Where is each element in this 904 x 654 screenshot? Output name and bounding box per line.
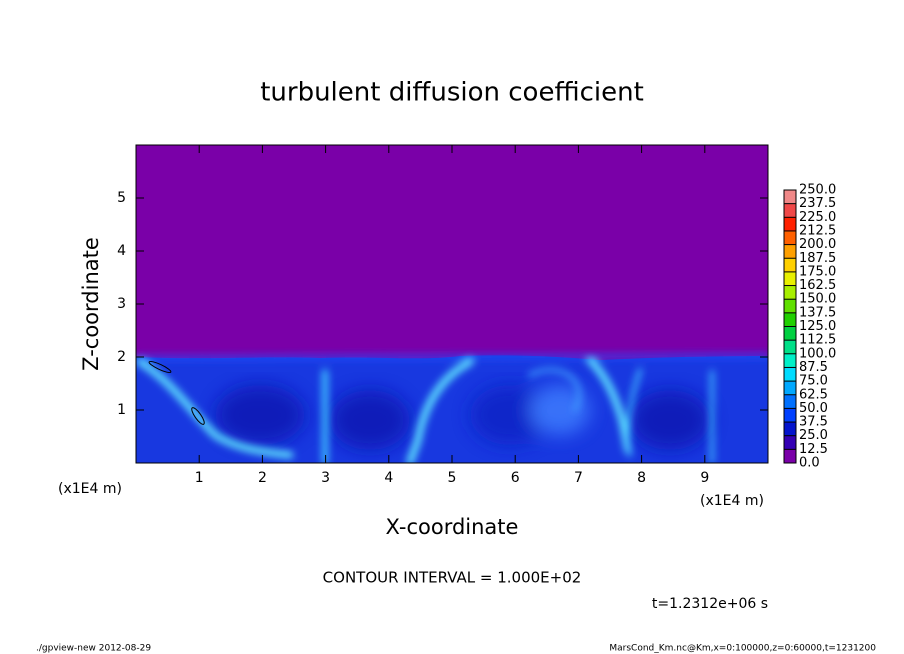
colorbar-label: 25.0: [799, 428, 828, 443]
colorbar-label: 0.0: [799, 456, 820, 471]
colorbar-label: 75.0: [799, 374, 828, 389]
colorbar-segment: [784, 217, 796, 231]
colorbar-segment: [784, 408, 796, 423]
contour-interval: CONTOUR INTERVAL = 1.000E+02: [323, 569, 582, 587]
colorbar-segment: [784, 285, 796, 300]
colorbar-label: 12.5: [799, 442, 828, 457]
colorbar-segment: [784, 258, 796, 272]
y-axis-label: Z-coordinate: [79, 237, 103, 371]
x-tick-label: 2: [258, 470, 267, 486]
colorbar-label: 100.0: [799, 346, 836, 361]
footer-left: ./gpview-new 2012-08-29: [36, 644, 151, 654]
x-axis-label: X-coordinate: [386, 515, 519, 539]
x-tick-label: 7: [574, 470, 583, 486]
colorbar-segment: [784, 353, 796, 368]
x-tick-label: 6: [511, 470, 520, 486]
colorbar-label: 137.5: [799, 305, 836, 320]
footer-right: MarsCond_Km.nc@Km,x=0:100000,z=0:60000,t…: [609, 644, 876, 654]
colorbar-segment: [784, 435, 796, 450]
field: [136, 145, 768, 463]
colorbar-label: 175.0: [799, 264, 836, 279]
x-tick-label: 4: [384, 470, 393, 486]
y-tick-label: 4: [117, 243, 126, 259]
colorbar-segment: [784, 271, 796, 286]
colorbar-label: 225.0: [799, 210, 836, 225]
colorbar-label: 250.0: [799, 183, 836, 198]
colorbar-segment: [784, 381, 796, 395]
colorbar-label: 212.5: [799, 223, 836, 238]
colorbar-segment: [784, 203, 796, 218]
x-tick-label: 9: [700, 470, 709, 486]
y-tick-label: 3: [117, 296, 126, 312]
colorbar-label: 37.5: [799, 415, 828, 430]
x-unit-left: (x1E4 m): [58, 481, 122, 497]
colorbar-segment: [784, 299, 796, 313]
colorbar-label: 125.0: [799, 319, 836, 334]
y-tick-label: 1: [117, 402, 126, 418]
colorbar-label: 162.5: [799, 278, 836, 293]
x-tick-label: 3: [321, 470, 330, 486]
colorbar-label: 112.5: [799, 333, 836, 348]
colorbar-segment: [784, 312, 796, 327]
colorbar-label: 200.0: [799, 237, 836, 252]
colorbar-segment: [784, 340, 796, 354]
colorbar-label: 150.0: [799, 292, 836, 307]
x-tick-label: 1: [195, 470, 204, 486]
colorbar-segment: [784, 190, 796, 204]
colorbar-segment: [784, 230, 796, 245]
colorbar-segment: [784, 422, 796, 436]
colorbar-label: 237.5: [799, 196, 836, 211]
colorbar-label: 50.0: [799, 401, 828, 416]
colorbar-segment: [784, 326, 796, 341]
colorbar-segment: [784, 367, 796, 382]
y-tick-label: 5: [117, 190, 126, 206]
y-tick-label: 2: [117, 349, 126, 365]
x-unit-right: (x1E4 m): [700, 493, 764, 509]
time-label: t=1.2312e+06 s: [652, 596, 768, 612]
chart-title: turbulent diffusion coefficient: [260, 78, 644, 108]
colorbar-label: 187.5: [799, 251, 836, 266]
colorbar-segment: [784, 244, 796, 259]
x-tick-label: 5: [448, 470, 457, 486]
colorbar-segment: [784, 449, 796, 463]
colorbar-segment: [784, 394, 796, 409]
colorbar-label: 87.5: [799, 360, 828, 375]
colorbar-label: 62.5: [799, 387, 828, 402]
x-tick-label: 8: [637, 470, 646, 486]
